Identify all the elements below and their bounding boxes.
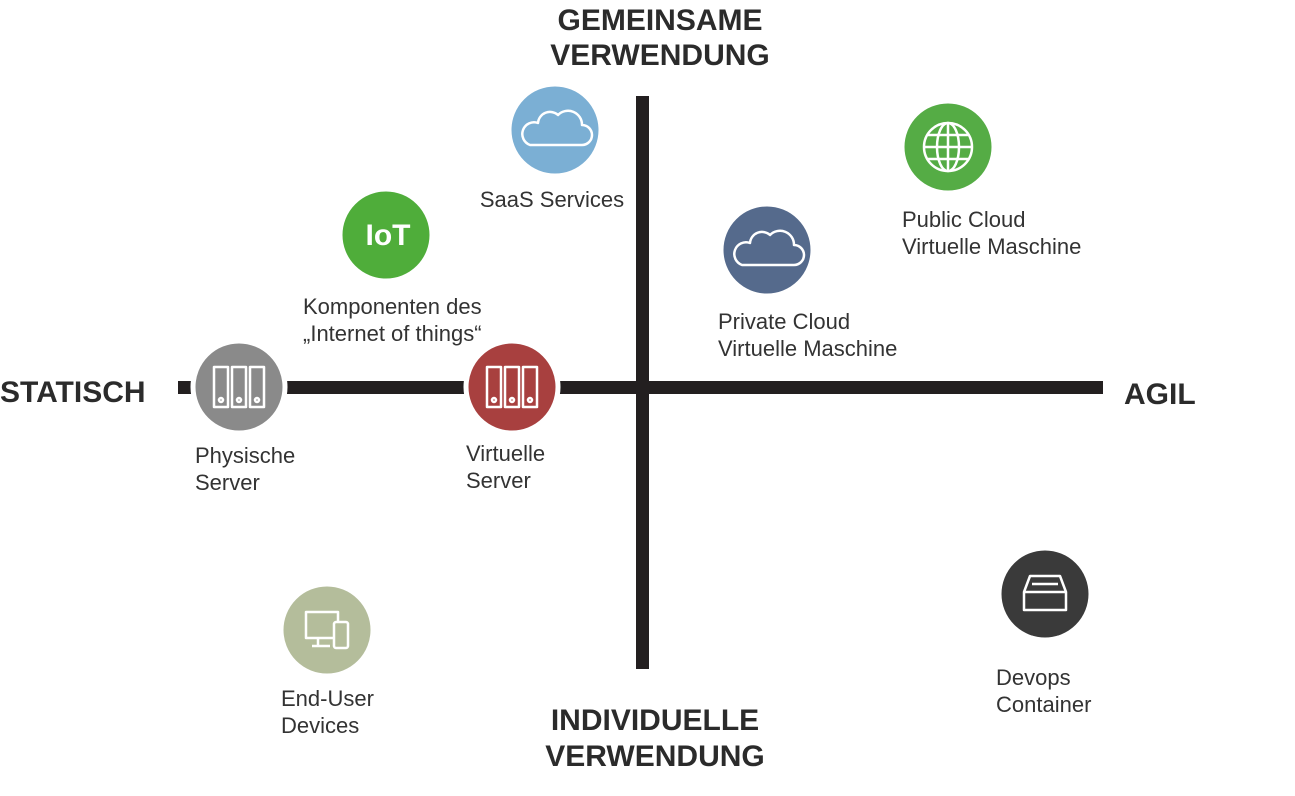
node-label: Server (466, 468, 531, 493)
server-icon (212, 365, 266, 409)
cloud-icon (733, 229, 806, 267)
node-circle (337, 186, 435, 284)
cloud-icon (521, 109, 594, 147)
axis-top: GEMEINSAME (557, 4, 762, 37)
node-label: Private Cloud (718, 309, 850, 334)
axis-top: VERWENDUNG (550, 39, 769, 72)
node-label: Physische (195, 443, 295, 468)
globe-icon (922, 121, 974, 173)
node-label: Virtuelle (466, 441, 545, 466)
node-label: Server (195, 470, 260, 495)
server-icon (485, 365, 539, 409)
node-circle (996, 545, 1094, 643)
node-label: Devops (996, 665, 1071, 690)
container-icon (1022, 574, 1068, 612)
vertical-axis (636, 96, 649, 669)
node-circle (718, 201, 816, 299)
axis-bottom: VERWENDUNG (545, 740, 764, 773)
node-label: „Internet of things“ (303, 321, 482, 346)
axis-left: STATISCH (0, 376, 146, 409)
node-circle (190, 338, 288, 436)
node-label: Virtuelle Maschine (718, 336, 897, 361)
node-label: Devices (281, 713, 359, 738)
axis-right: AGIL (1124, 378, 1196, 411)
node-label: End-User (281, 686, 374, 711)
node-circle (463, 338, 561, 436)
node-circle (278, 581, 376, 679)
node-label: Public Cloud (902, 207, 1026, 232)
node-label: Container (996, 692, 1091, 717)
devices-icon (304, 610, 350, 650)
node-label: Komponenten des (303, 294, 482, 319)
axis-bottom: INDIVIDUELLE (551, 704, 759, 737)
node-circle (506, 81, 604, 179)
icon-text: IoT (366, 219, 411, 252)
node-label: SaaS Services (480, 187, 624, 212)
node-label: Virtuelle Maschine (902, 234, 1081, 259)
